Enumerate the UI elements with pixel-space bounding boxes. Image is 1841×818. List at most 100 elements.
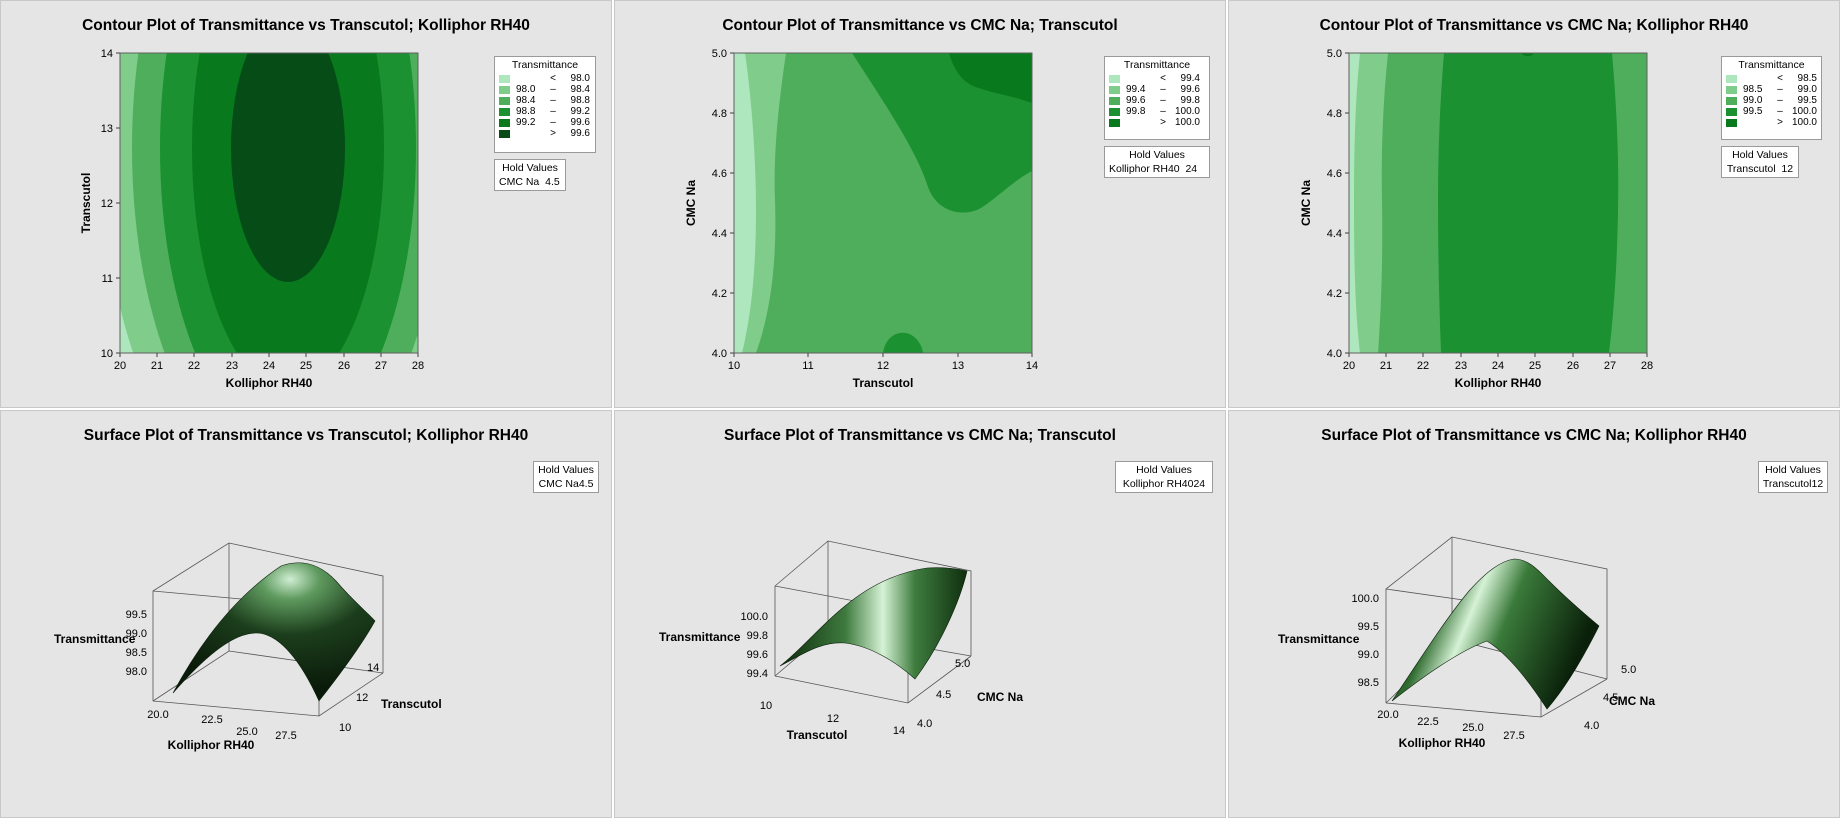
chart-title: Surface Plot of Transmittance vs CMC Na;… (1321, 427, 1747, 444)
legend-swatch (499, 96, 510, 105)
response-surface (779, 567, 968, 680)
legend-entry: 99.8 –100.0 (1109, 106, 1200, 117)
x-tick-label: 26 (1567, 360, 1579, 372)
legend-operator: – (550, 84, 556, 95)
surface-panel-2: Surface Plot of Transmittance vs CMC Na;… (614, 410, 1226, 818)
hold-values-text: CMC Na4.5 (538, 478, 594, 490)
contour-panel-2: Contour Plot of Transmittance vs CMC Na;… (614, 0, 1226, 408)
legend-entry: 99.5 –100.0 (1726, 106, 1817, 117)
legend-title: Transmittance (1123, 59, 1191, 71)
legend-rows: <98.0 98.0–98.4 98.4–98.8 98.8–99.2 99.2–99.… (499, 73, 590, 139)
legend-high: 99.0 (1797, 84, 1817, 95)
y-axis-label: CMC Na (1299, 180, 1313, 226)
x-axis-label: Kolliphor RH40 (1399, 736, 1486, 750)
z-tick-label: 99.4 (747, 668, 768, 680)
legend-swatch (1109, 85, 1120, 94)
contour-band-1 (1349, 53, 1360, 353)
contour-band-6 (231, 53, 345, 282)
hold-values-text: Kolliphor RH4024 (1122, 478, 1206, 490)
contour-svg-3: 20 21 22 23 24 25 26 27 28 4.0 4.2 4.4 4… (1299, 48, 1653, 390)
legend-high: 100.0 (1791, 117, 1817, 128)
hold-values-box: Hold Values Transcutol12 (1758, 461, 1828, 493)
legend-entry: >100.0 (1109, 117, 1200, 128)
contour-panel-3: Contour Plot of Transmittance vs CMC Na;… (1228, 0, 1840, 408)
hold-values-title: Hold Values (1732, 149, 1788, 161)
contour-band-5 (949, 53, 1032, 103)
legend-box: Transmittance <99.4 99.4–99.6 99.6–99.8 99.… (1104, 56, 1210, 140)
y-axis-label: Transcutol (381, 697, 442, 711)
legend-entry: 98.0 – 98.4 (499, 84, 590, 95)
legend-rows: <99.4 99.4–99.6 99.6–99.8 99.8–100.0 >100.0 (1109, 73, 1200, 128)
x-tick-label: 20 (114, 360, 126, 372)
y-tick-label: 11 (102, 273, 113, 285)
legend-entry: 98.5 – 99.0 (1726, 84, 1817, 95)
x-tick-label: 14 (1026, 360, 1038, 372)
contour-band-5 (1521, 53, 1534, 56)
legend-swatch (1109, 96, 1120, 105)
x-tick-label: 27 (1604, 360, 1616, 372)
y-tick-label: 4.2 (712, 288, 727, 300)
hold-values-row: Kolliphor RH40 24 (1109, 163, 1197, 175)
hold-variable-value: 12 (1781, 163, 1794, 175)
y-tick-label: 5.0 (1621, 664, 1636, 676)
y-tick-label: 4.0 (1584, 720, 1599, 732)
legend-operator: < (1777, 73, 1783, 84)
legend-operator: > (1160, 117, 1166, 128)
x-tick-label: 24 (1492, 360, 1504, 372)
x-tick-label: 21 (151, 360, 163, 372)
y-axis-label: Transcutol (79, 173, 93, 234)
hold-values-title: Hold Values (1765, 464, 1821, 476)
legend-operator: – (1160, 95, 1166, 106)
legend-entry: <98.0 (499, 73, 590, 84)
x-tick-label: 20 (1343, 360, 1355, 372)
legend-box: Transmittance <98.0 98.0–98.4 98.4–98.8 98.… (494, 56, 596, 153)
z-tick-label: 98.5 (126, 647, 147, 659)
hold-values-box: Hold Values Kolliphor RH4024 (1115, 461, 1213, 493)
z-tick-label: 100.0 (1351, 593, 1379, 605)
legend-operator: < (550, 73, 556, 84)
y-tick-label: 10 (339, 722, 351, 734)
surface-svg-1: 99.5 99.0 98.5 98.0 Transmittance 20.0 2… (54, 542, 442, 752)
hold-values-box: Hold Values CMC Na 4.5 (494, 159, 566, 191)
z-tick-label: 99.0 (126, 628, 147, 640)
legend-swatch (499, 85, 510, 94)
legend-entry: >99.6 (499, 128, 590, 139)
legend-box: Transmittance <98.5 98.5–99.0 99.0–99.5 99.… (1721, 56, 1822, 140)
legend-low: 99.6 (1126, 95, 1146, 106)
x-axis-label: Kolliphor RH40 (226, 376, 313, 390)
x-ticks (1348, 353, 1648, 357)
y-axis-label: CMC Na (977, 690, 1023, 704)
legend-high: 99.2 (570, 106, 590, 117)
legend-entry: 99.6 – 99.8 (1109, 95, 1200, 106)
contour-band-4 (852, 53, 1032, 213)
x-tick-label: 22 (188, 360, 200, 372)
z-tick-label: 99.6 (747, 649, 768, 661)
contour-svg-2: 10 11 12 13 14 4.0 4.2 4.4 4.6 4.8 5.0 T… (684, 48, 1038, 390)
y-tick-label: 4.2 (1327, 288, 1342, 300)
legend-swatch (499, 107, 510, 116)
contour-regions (734, 53, 1032, 353)
legend-high: 99.6 (570, 117, 590, 128)
contour-band-4 (1438, 53, 1619, 353)
contour-panel-1: Contour Plot of Transmittance vs Transcu… (0, 0, 612, 408)
surface-panel-1: Surface Plot of Transmittance vs Transcu… (0, 410, 612, 818)
legend-operator: < (1160, 73, 1166, 84)
x-tick-label: 14 (893, 725, 905, 737)
y-tick-label: 5.0 (1327, 48, 1342, 60)
legend-swatch (499, 118, 510, 127)
response-surface (172, 562, 376, 702)
legend-swatch (499, 74, 510, 83)
x-axis-label: Transcutol (787, 728, 848, 742)
z-tick-label: 98.0 (126, 666, 147, 678)
hold-variable-value: 24 (1185, 163, 1198, 175)
legend-entry: 98.4 – 98.8 (499, 95, 590, 106)
legend-high: 99.6 (1180, 84, 1200, 95)
hold-values-title: Hold Values (538, 464, 594, 476)
hold-values-title: Hold Values (502, 162, 558, 174)
chart-title: Contour Plot of Transmittance vs CMC Na;… (1319, 17, 1749, 34)
x-tick-label: 25 (1529, 360, 1541, 372)
response-surface (1391, 558, 1600, 710)
contour-svg-1: 20 21 22 23 24 25 26 27 28 10 11 12 13 1… (79, 48, 424, 390)
x-tick-label: 25.0 (236, 726, 257, 738)
legend-operator: > (550, 128, 556, 139)
